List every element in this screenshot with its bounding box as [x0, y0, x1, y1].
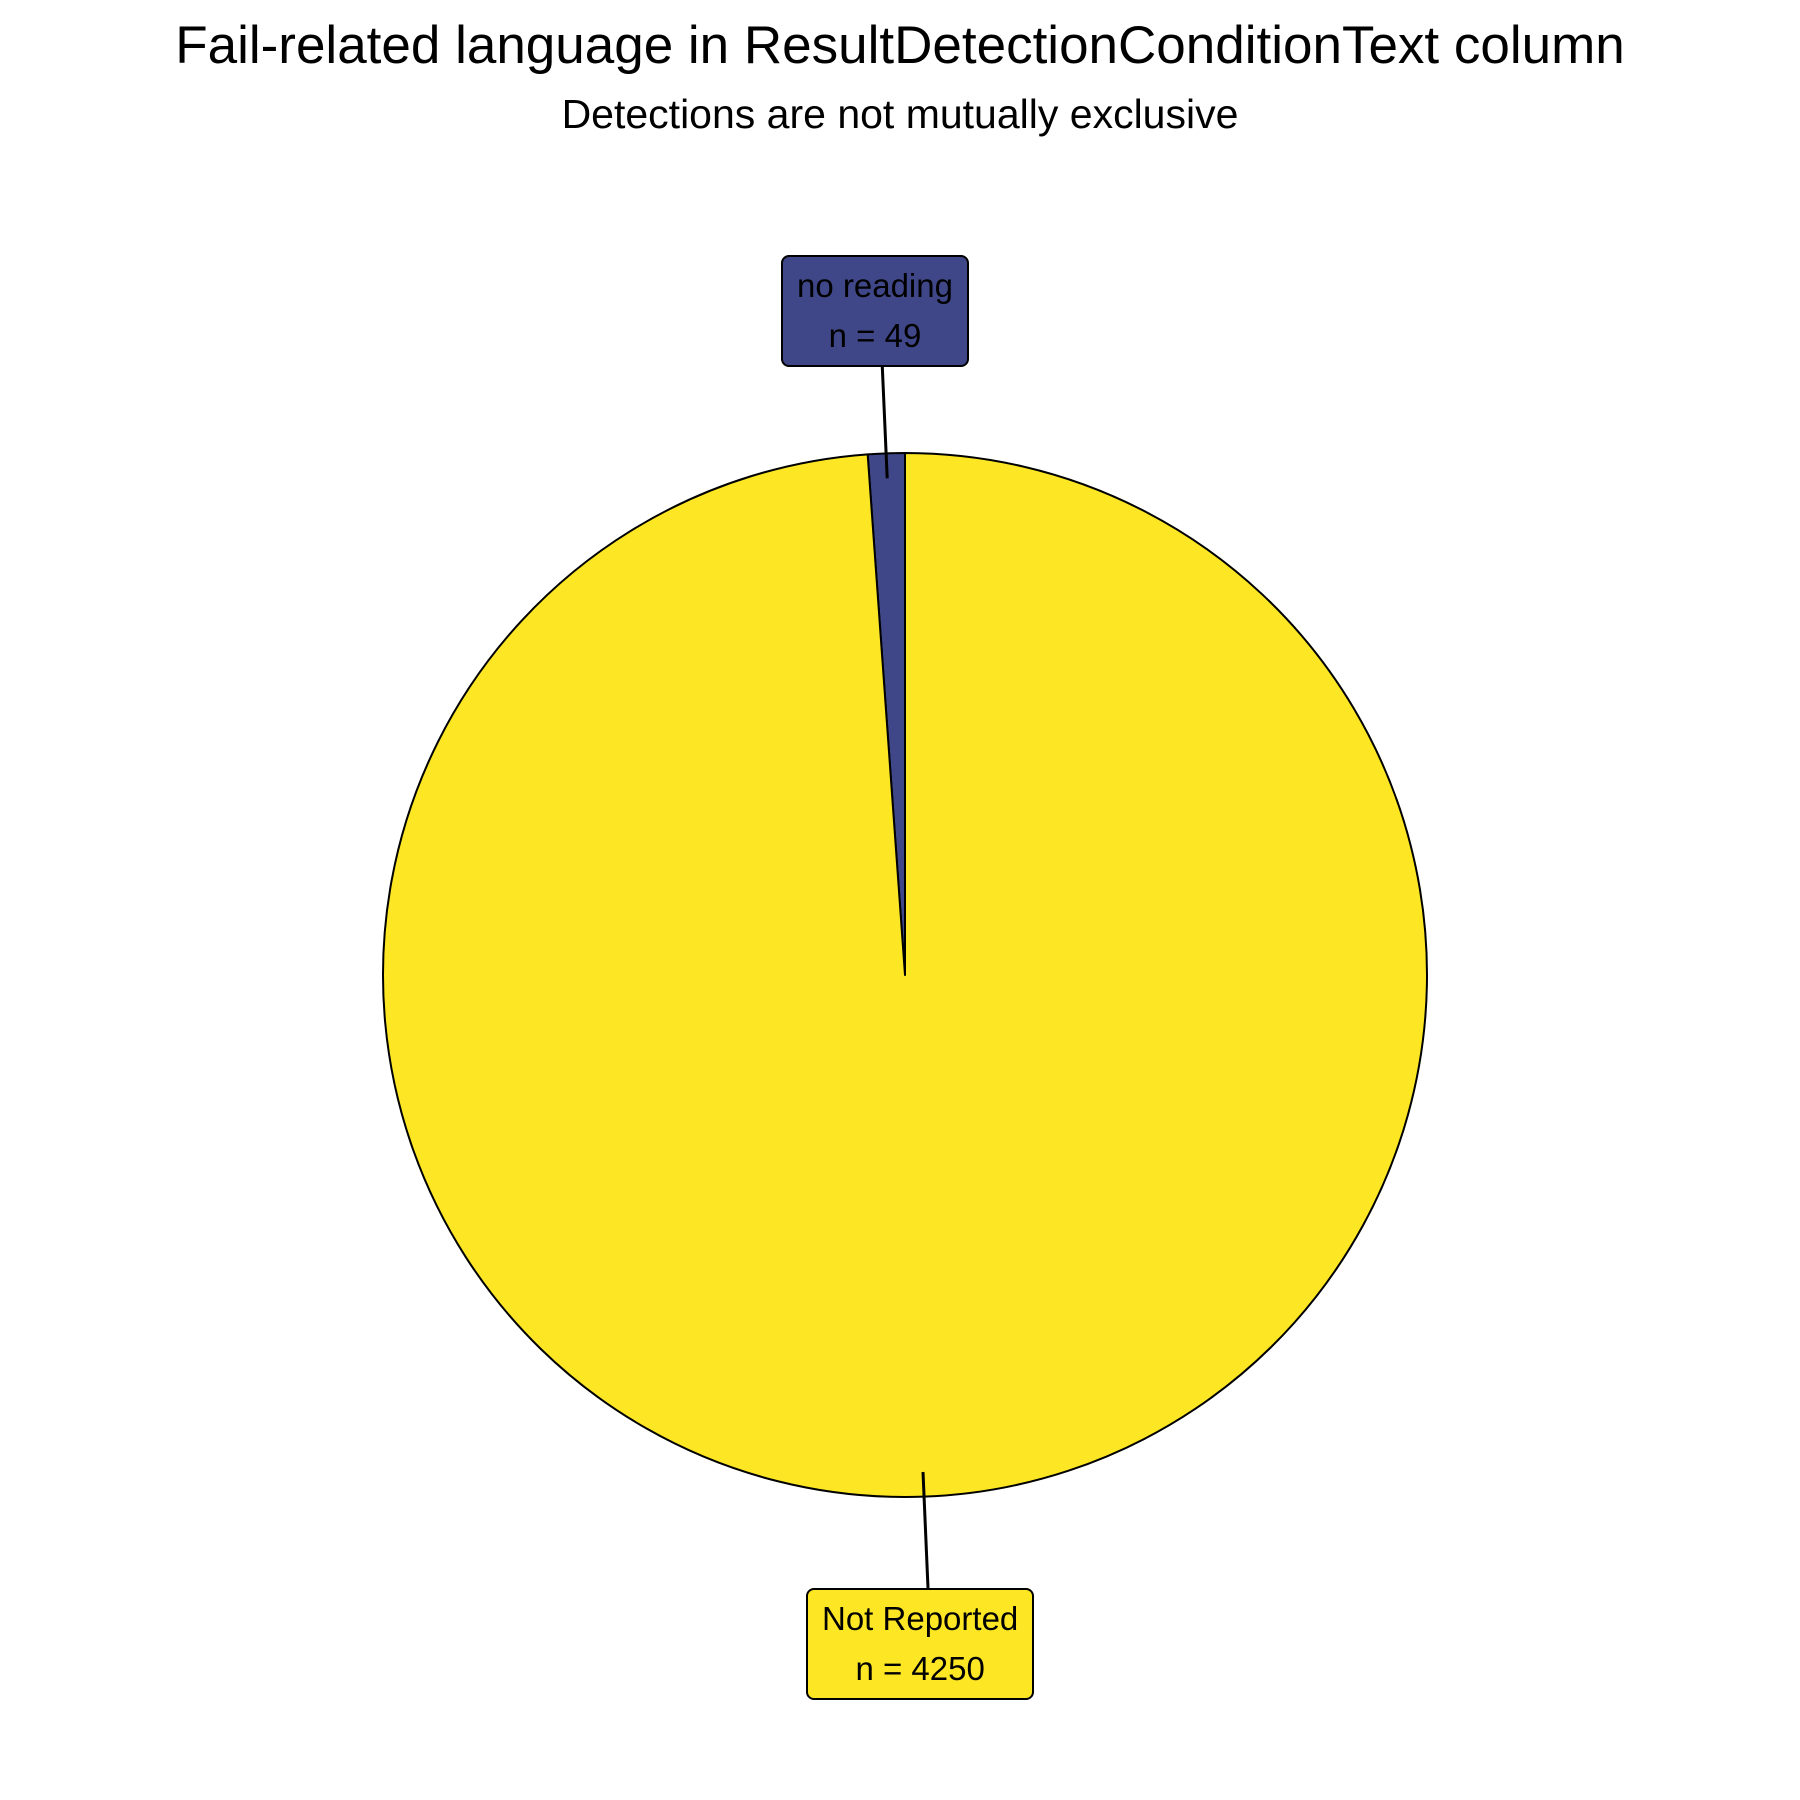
leader-lines [880, 359, 930, 1589]
slice-label-name: no reading [797, 267, 953, 304]
leader-line-no-reading [880, 359, 889, 479]
slice-label-count: n = 4250 [855, 1650, 985, 1687]
chart-subtitle: Detections are not mutually exclusive [561, 91, 1239, 137]
pie-slice-not-reported [382, 452, 1428, 1498]
slice-label-count: n = 49 [828, 317, 922, 354]
pie-slices [382, 452, 1428, 1498]
slice-label-not-reported: Not Reported n = 4250 [806, 1588, 1035, 1700]
chart-title: Fail-related language in ResultDetection… [175, 16, 1625, 75]
leader-line-not-reported [921, 1471, 930, 1589]
slice-label-name: Not Reported [822, 1600, 1019, 1637]
slice-label-no-reading: no reading n = 49 [781, 255, 969, 367]
